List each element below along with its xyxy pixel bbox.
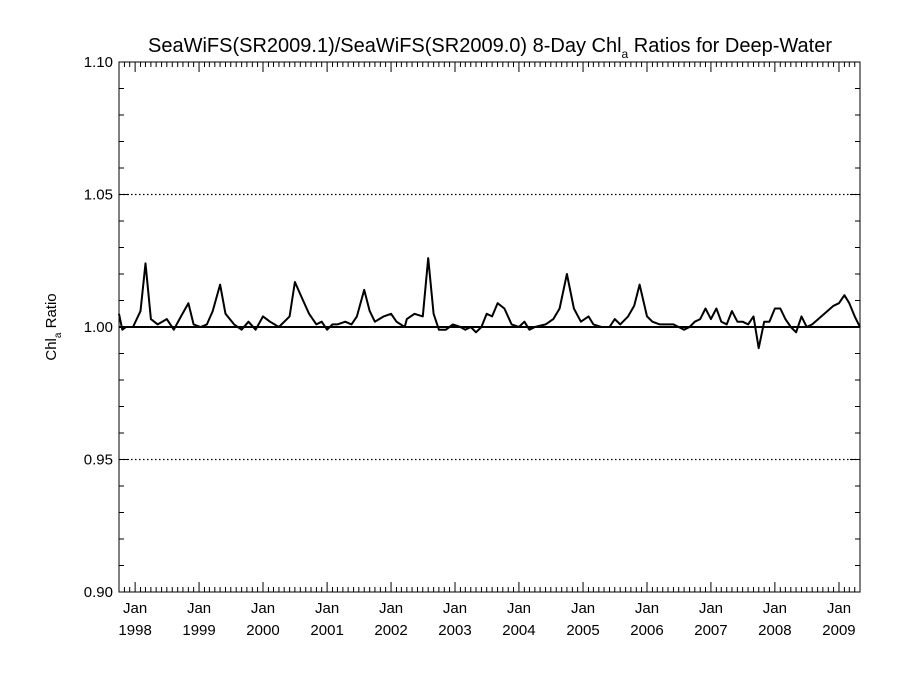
x-tick-label-month: Jan [379, 600, 403, 617]
x-tick-label-month: Jan [699, 600, 723, 617]
x-tick-label-year: 2003 [438, 622, 471, 639]
x-tick-label-month: Jan [123, 600, 147, 617]
x-tick-label-year: 2004 [502, 622, 535, 639]
x-tick-label-year: 2007 [694, 622, 727, 639]
y-tick-label: 0.90 [84, 584, 113, 601]
x-tick-label-year: 2002 [374, 622, 407, 639]
y-axis-label-suffix: Ratio [43, 293, 60, 332]
y-axis-ticks: 0.90 0.95 1.00 1.05 1.10 [84, 54, 860, 601]
x-tick-label-year: 2005 [566, 622, 599, 639]
x-tick-label-month: Jan [635, 600, 659, 617]
x-tick-label-month: Jan [187, 600, 211, 617]
x-tick-label-month: Jan [763, 600, 787, 617]
plot-area: 0.90 0.95 1.00 1.05 1.10 Jan 1998 Jan 1999 Jan 20… [84, 54, 861, 639]
chart-title-suffix: Ratios for Deep-Water [628, 35, 832, 57]
x-axis-ticks: Jan 1998 Jan 1999 Jan 2000 Jan 2001 Jan 2002 Jan 20… [118, 62, 856, 639]
x-tick-label-month: Jan [315, 600, 339, 617]
x-tick-label-year: 2001 [310, 622, 343, 639]
x-tick-label-month: Jan [571, 600, 595, 617]
x-tick-label-year: 2009 [822, 622, 855, 639]
x-tick-label-month: Jan [507, 600, 531, 617]
chart-title: SeaWiFS(SR2009.1)/SeaWiFS(SR2009.0) 8-Da… [148, 35, 832, 61]
x-tick-label-year: 2008 [758, 622, 791, 639]
x-tick-label-month: Jan [251, 600, 275, 617]
chart-title-subscript: a [622, 47, 629, 61]
minor-ticks [118, 62, 861, 592]
x-tick-label-year: 2000 [246, 622, 279, 639]
x-tick-label-month: Jan [443, 600, 467, 617]
x-tick-label-month: Jan [827, 600, 851, 617]
y-axis-label: Chla Ratio [43, 293, 64, 360]
y-axis-label-prefix: Chl [43, 338, 60, 361]
x-tick-label-year: 2006 [630, 622, 663, 639]
x-tick-label-year: 1998 [118, 622, 151, 639]
chart-title-prefix: SeaWiFS(SR2009.1)/SeaWiFS(SR2009.0) 8-Da… [148, 35, 622, 57]
x-tick-label-year: 1999 [182, 622, 215, 639]
series-line-ratio [118, 257, 861, 350]
y-tick-label: 1.10 [84, 54, 113, 71]
y-tick-label: 1.00 [84, 319, 113, 336]
y-tick-label: 0.95 [84, 452, 113, 469]
y-axis-label-subscript: a [53, 332, 64, 338]
y-tick-label: 1.05 [84, 187, 113, 204]
